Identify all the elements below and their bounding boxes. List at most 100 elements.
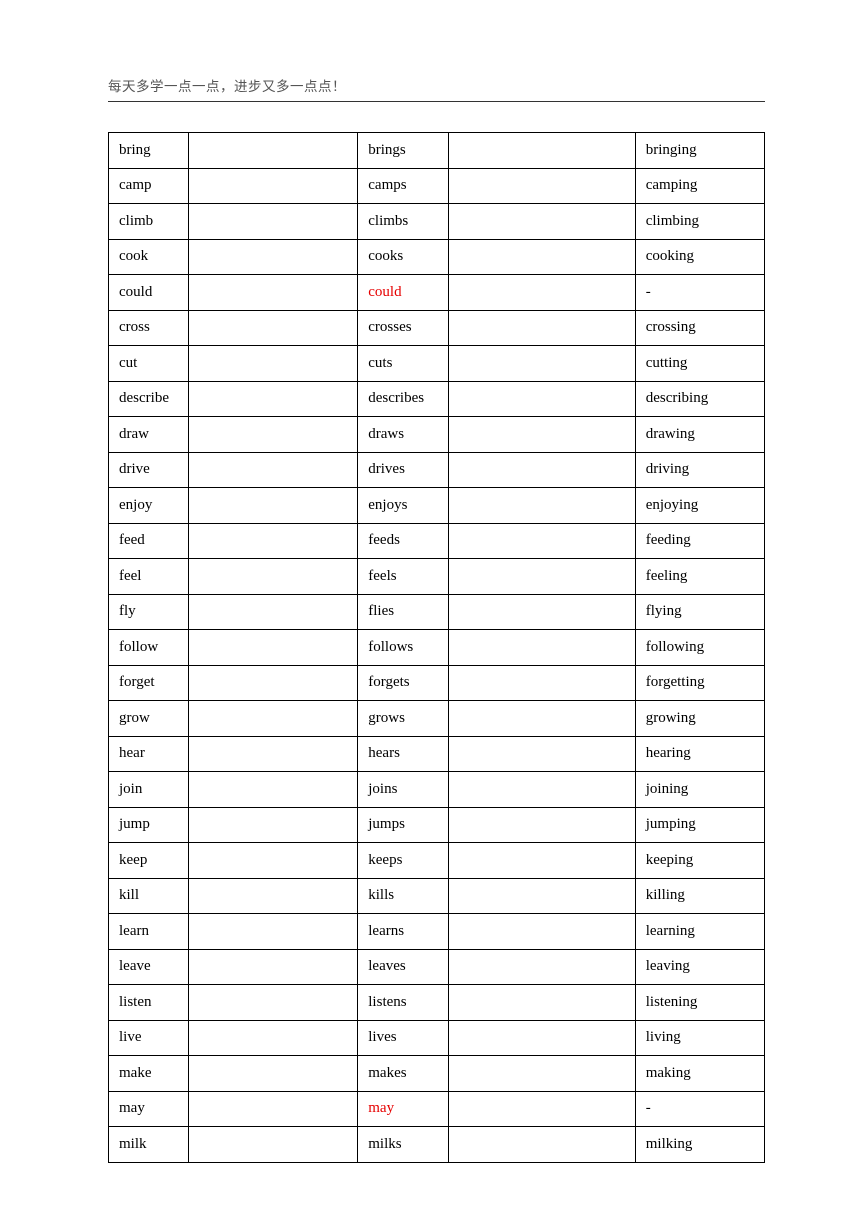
cell-third: joins [358, 772, 449, 808]
cell-base: leave [109, 949, 189, 985]
cell-blank [189, 1020, 358, 1056]
table-row: growgrowsgrowing [109, 701, 765, 737]
cell-blank [189, 701, 358, 737]
cell-gerund: crossing [635, 310, 764, 346]
table-row: feel feels feeling [109, 559, 765, 595]
cell-blank [189, 488, 358, 524]
cell-blank [448, 1091, 635, 1127]
cell-third: leaves [358, 949, 449, 985]
cell-blank [448, 772, 635, 808]
cell-gerund: feeding [635, 523, 764, 559]
cell-base: learn [109, 914, 189, 950]
cell-third: milks [358, 1127, 449, 1163]
cell-base: forget [109, 665, 189, 701]
cell-blank [189, 381, 358, 417]
cell-blank [189, 452, 358, 488]
cell-blank [189, 1056, 358, 1092]
table-row: feedfeedsfeeding [109, 523, 765, 559]
cell-blank [448, 1056, 635, 1092]
cell-third: draws [358, 417, 449, 453]
cell-gerund: leaving [635, 949, 764, 985]
cell-blank [448, 807, 635, 843]
cell-blank [189, 523, 358, 559]
cell-gerund: feeling [635, 559, 764, 595]
cell-blank [189, 1091, 358, 1127]
cell-gerund: camping [635, 168, 764, 204]
cell-third: enjoys [358, 488, 449, 524]
cell-blank [448, 1127, 635, 1163]
table-row: crosscrossescrossing [109, 310, 765, 346]
cell-gerund: forgetting [635, 665, 764, 701]
cell-base: feel [109, 559, 189, 595]
cell-third: keeps [358, 843, 449, 879]
cell-third: feels [358, 559, 449, 595]
cell-third: brings [358, 133, 449, 169]
cell-blank [189, 275, 358, 311]
cell-base: milk [109, 1127, 189, 1163]
cell-gerund: listening [635, 985, 764, 1021]
cell-base: listen [109, 985, 189, 1021]
cell-gerund: keeping [635, 843, 764, 879]
table-row: killkillskilling [109, 878, 765, 914]
cell-gerund: living [635, 1020, 764, 1056]
cell-blank [448, 488, 635, 524]
cell-blank [189, 949, 358, 985]
cell-gerund: cooking [635, 239, 764, 275]
cell-third: hears [358, 736, 449, 772]
cell-blank [448, 204, 635, 240]
cell-third: listens [358, 985, 449, 1021]
table-row: drivedrivesdriving [109, 452, 765, 488]
cell-base: grow [109, 701, 189, 737]
cell-third: forgets [358, 665, 449, 701]
cell-blank [448, 133, 635, 169]
cell-blank [189, 239, 358, 275]
cell-third: feeds [358, 523, 449, 559]
cell-gerund: hearing [635, 736, 764, 772]
table-row: describedescribesdescribing [109, 381, 765, 417]
cell-blank [448, 275, 635, 311]
cell-base: kill [109, 878, 189, 914]
page-header: 每天多学一点一点，进步又多一点点！ [108, 75, 765, 102]
cell-base: may [109, 1091, 189, 1127]
table-row: listen listens listening [109, 985, 765, 1021]
table-row: campcampscamping [109, 168, 765, 204]
cell-base: drive [109, 452, 189, 488]
cell-blank [189, 559, 358, 595]
table-row: jumpjumpsjumping [109, 807, 765, 843]
cell-gerund: - [635, 275, 764, 311]
cell-third: could [358, 275, 449, 311]
cell-base: draw [109, 417, 189, 453]
cell-blank [189, 1127, 358, 1163]
cell-third: lives [358, 1020, 449, 1056]
table-row: bringbringsbringing [109, 133, 765, 169]
cell-base: could [109, 275, 189, 311]
cell-gerund: making [635, 1056, 764, 1092]
cell-base: enjoy [109, 488, 189, 524]
cell-gerund: jumping [635, 807, 764, 843]
cell-blank [448, 701, 635, 737]
cell-base: describe [109, 381, 189, 417]
cell-third: describes [358, 381, 449, 417]
cell-gerund: flying [635, 594, 764, 630]
cell-blank [448, 594, 635, 630]
cell-third: climbs [358, 204, 449, 240]
cell-blank [189, 665, 358, 701]
cell-base: join [109, 772, 189, 808]
cell-blank [448, 985, 635, 1021]
cell-blank [448, 878, 635, 914]
cell-third: jumps [358, 807, 449, 843]
table-row: flyfliesflying [109, 594, 765, 630]
cell-gerund: cutting [635, 346, 764, 382]
table-row: cookcookscooking [109, 239, 765, 275]
table-row: hearhearshearing [109, 736, 765, 772]
cell-blank [448, 843, 635, 879]
cell-blank [189, 630, 358, 666]
table-row: forget forgets forgetting [109, 665, 765, 701]
cell-blank [189, 168, 358, 204]
cell-blank [189, 843, 358, 879]
cell-base: climb [109, 204, 189, 240]
cell-blank [448, 381, 635, 417]
cell-gerund: growing [635, 701, 764, 737]
cell-third: follows [358, 630, 449, 666]
cell-blank [189, 807, 358, 843]
